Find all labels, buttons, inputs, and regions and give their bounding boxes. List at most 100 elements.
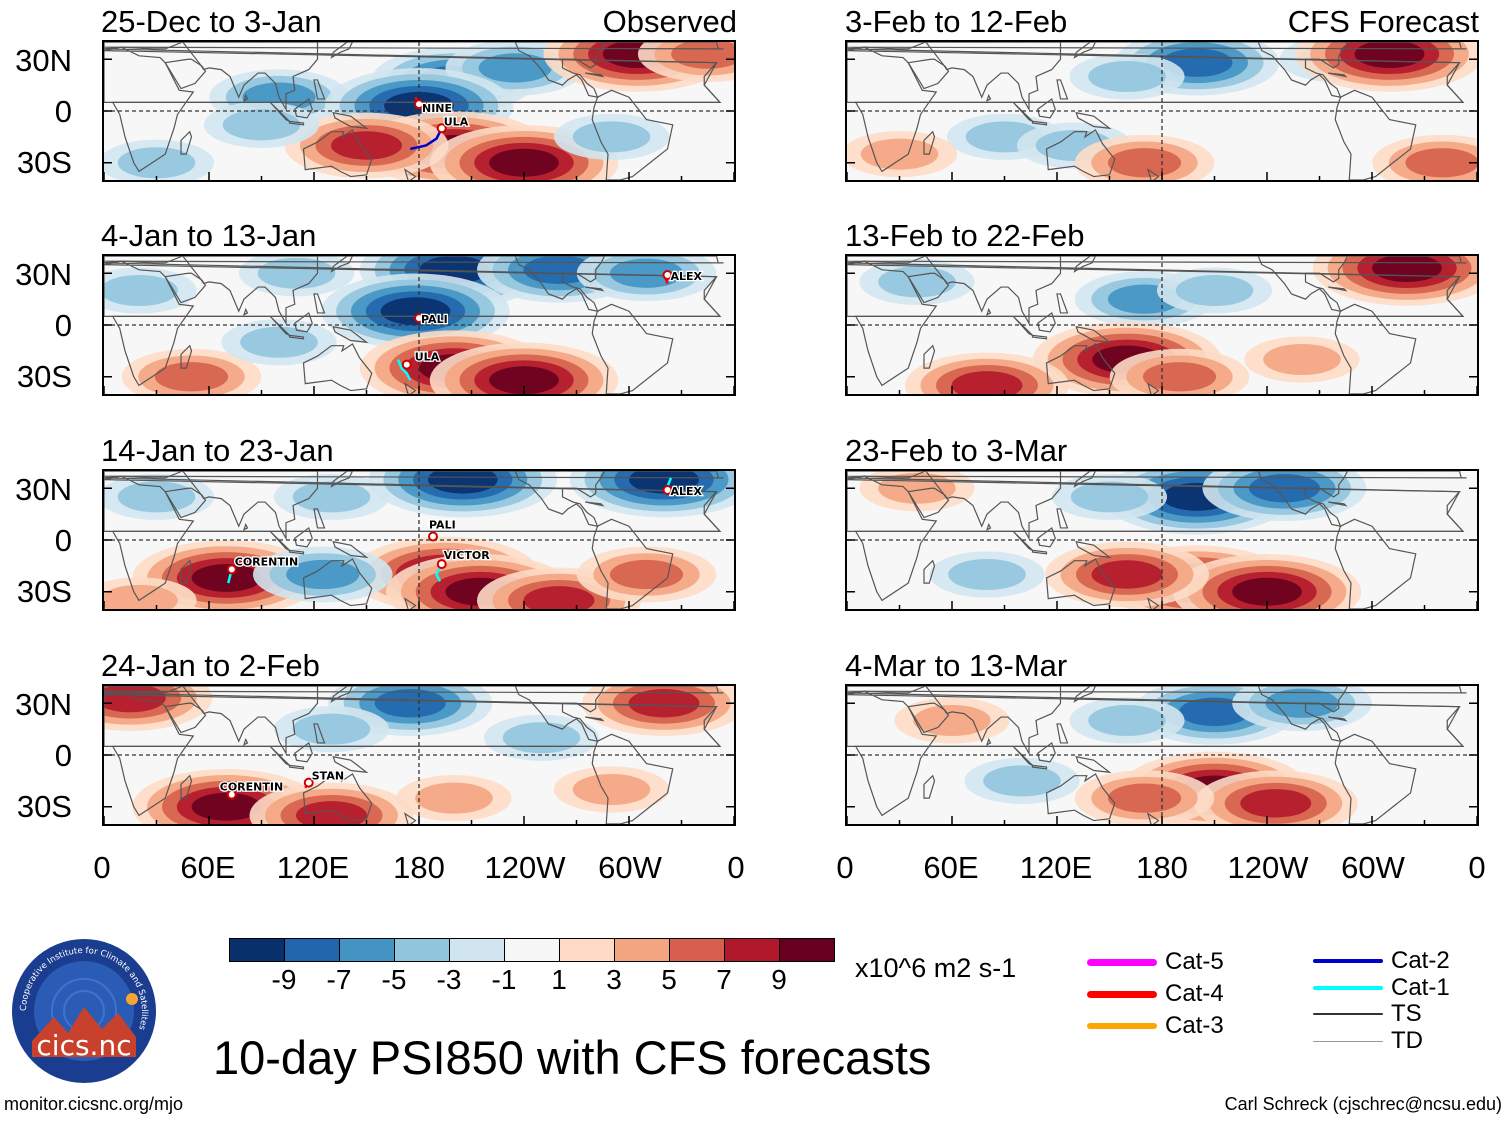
coastline [591, 89, 674, 180]
coastline [180, 559, 193, 584]
coastline [269, 530, 290, 551]
coastline [1257, 42, 1349, 99]
colorbar-label: 3 [606, 964, 622, 995]
anomaly-contour [1232, 577, 1302, 606]
coastline [1037, 526, 1056, 548]
map-panel-obs4: STAN CORENTIN [102, 684, 736, 826]
lon-label-120w: 120W [1227, 850, 1309, 885]
coastline [302, 558, 373, 607]
legend-swatch [1313, 959, 1383, 963]
coastline [847, 42, 1062, 112]
coastline [1056, 79, 1069, 100]
storm-track [409, 127, 443, 151]
lon-label-0: 0 [836, 850, 854, 885]
anomaly-contour [292, 481, 371, 513]
colorbar-swatch [669, 938, 725, 962]
coastline [907, 272, 950, 304]
coastline [847, 692, 1465, 747]
coastline [1328, 716, 1348, 722]
coastline [585, 501, 605, 507]
anomaly-field [847, 42, 1477, 180]
lat-label-30n: 30N [15, 687, 72, 722]
legend-swatch [1087, 1023, 1157, 1029]
coastline [1334, 733, 1417, 824]
anomaly-contour [1240, 789, 1312, 818]
anomaly-contour [609, 559, 684, 590]
lat-label-30n: 30N [15, 43, 72, 78]
anomaly-contour [117, 481, 196, 513]
coastline [1037, 741, 1056, 763]
storm-label: ALEX [671, 270, 703, 283]
coastline [1045, 558, 1116, 607]
coastline [1012, 530, 1033, 551]
coastline [288, 549, 305, 555]
coastline [332, 111, 369, 130]
anomaly-contour [1142, 362, 1217, 392]
anomaly-contour [629, 471, 699, 494]
coastline [164, 272, 207, 304]
coastline [1037, 97, 1056, 119]
coastline [1045, 343, 1116, 392]
lon-label-0-end: 0 [1468, 850, 1486, 885]
storm-label: CORENTIN [235, 555, 298, 568]
coastline [104, 256, 319, 326]
anomaly-contour [609, 258, 684, 288]
anomaly-field [104, 471, 734, 609]
anomaly-field [104, 686, 734, 824]
map-svg: STAN CORENTIN [104, 686, 734, 824]
coastline [313, 293, 326, 314]
coastlines [847, 686, 1467, 824]
coastline [1146, 168, 1160, 180]
storm-marker [662, 484, 673, 495]
legend-label: Cat-3 [1165, 1012, 1224, 1039]
coastline [985, 737, 992, 746]
storm-label: ALEX [671, 485, 703, 498]
coastline [923, 774, 936, 799]
coastline [1075, 540, 1112, 559]
anomaly-contour [374, 689, 446, 718]
anomaly-contour [191, 564, 262, 592]
coastline [847, 477, 1465, 532]
coastline [180, 774, 193, 799]
coastline [180, 130, 193, 155]
coastline [330, 471, 354, 488]
storm-label: ULA [444, 115, 469, 128]
coastline [985, 307, 992, 316]
anomaly-contour [154, 362, 229, 392]
coastline [294, 311, 313, 333]
panel-title-fc1: 3-Feb to 12-Feb [845, 4, 1068, 39]
coastline [104, 692, 722, 747]
coastline [585, 716, 605, 722]
anomaly-contour [1405, 148, 1477, 178]
coastline [1334, 303, 1417, 394]
coastline [847, 48, 1465, 103]
coastline [514, 42, 606, 99]
colorbar-swatch [394, 938, 450, 962]
lon-label-0: 0 [93, 850, 111, 885]
coastline [1075, 325, 1112, 344]
coastline [591, 303, 674, 394]
coastline [907, 702, 950, 734]
lon-label-120e: 120E [276, 850, 350, 885]
coastline [1073, 686, 1097, 703]
colorbar-swatch [449, 938, 505, 962]
anomaly-contour [628, 689, 700, 718]
footer-author: Carl Schreck (cjschrec@ncsu.edu) [1224, 1094, 1502, 1114]
coastline [1257, 256, 1349, 313]
storm-marker [414, 313, 424, 324]
coastline [332, 325, 369, 344]
lat-label-30n: 30N [15, 472, 72, 507]
anomaly-field [859, 256, 1477, 394]
coastline [514, 256, 606, 313]
coastline [847, 42, 1467, 50]
coastline [104, 262, 722, 317]
storm-marker [662, 269, 673, 280]
coastline [1012, 315, 1033, 336]
coastline [242, 522, 249, 531]
coastline [1257, 471, 1349, 528]
lat-label-30s: 30S [16, 359, 72, 394]
lat-label-30n: 30N [15, 257, 72, 292]
storm-label: PALI [421, 313, 448, 326]
anomaly-contour [1175, 274, 1254, 307]
